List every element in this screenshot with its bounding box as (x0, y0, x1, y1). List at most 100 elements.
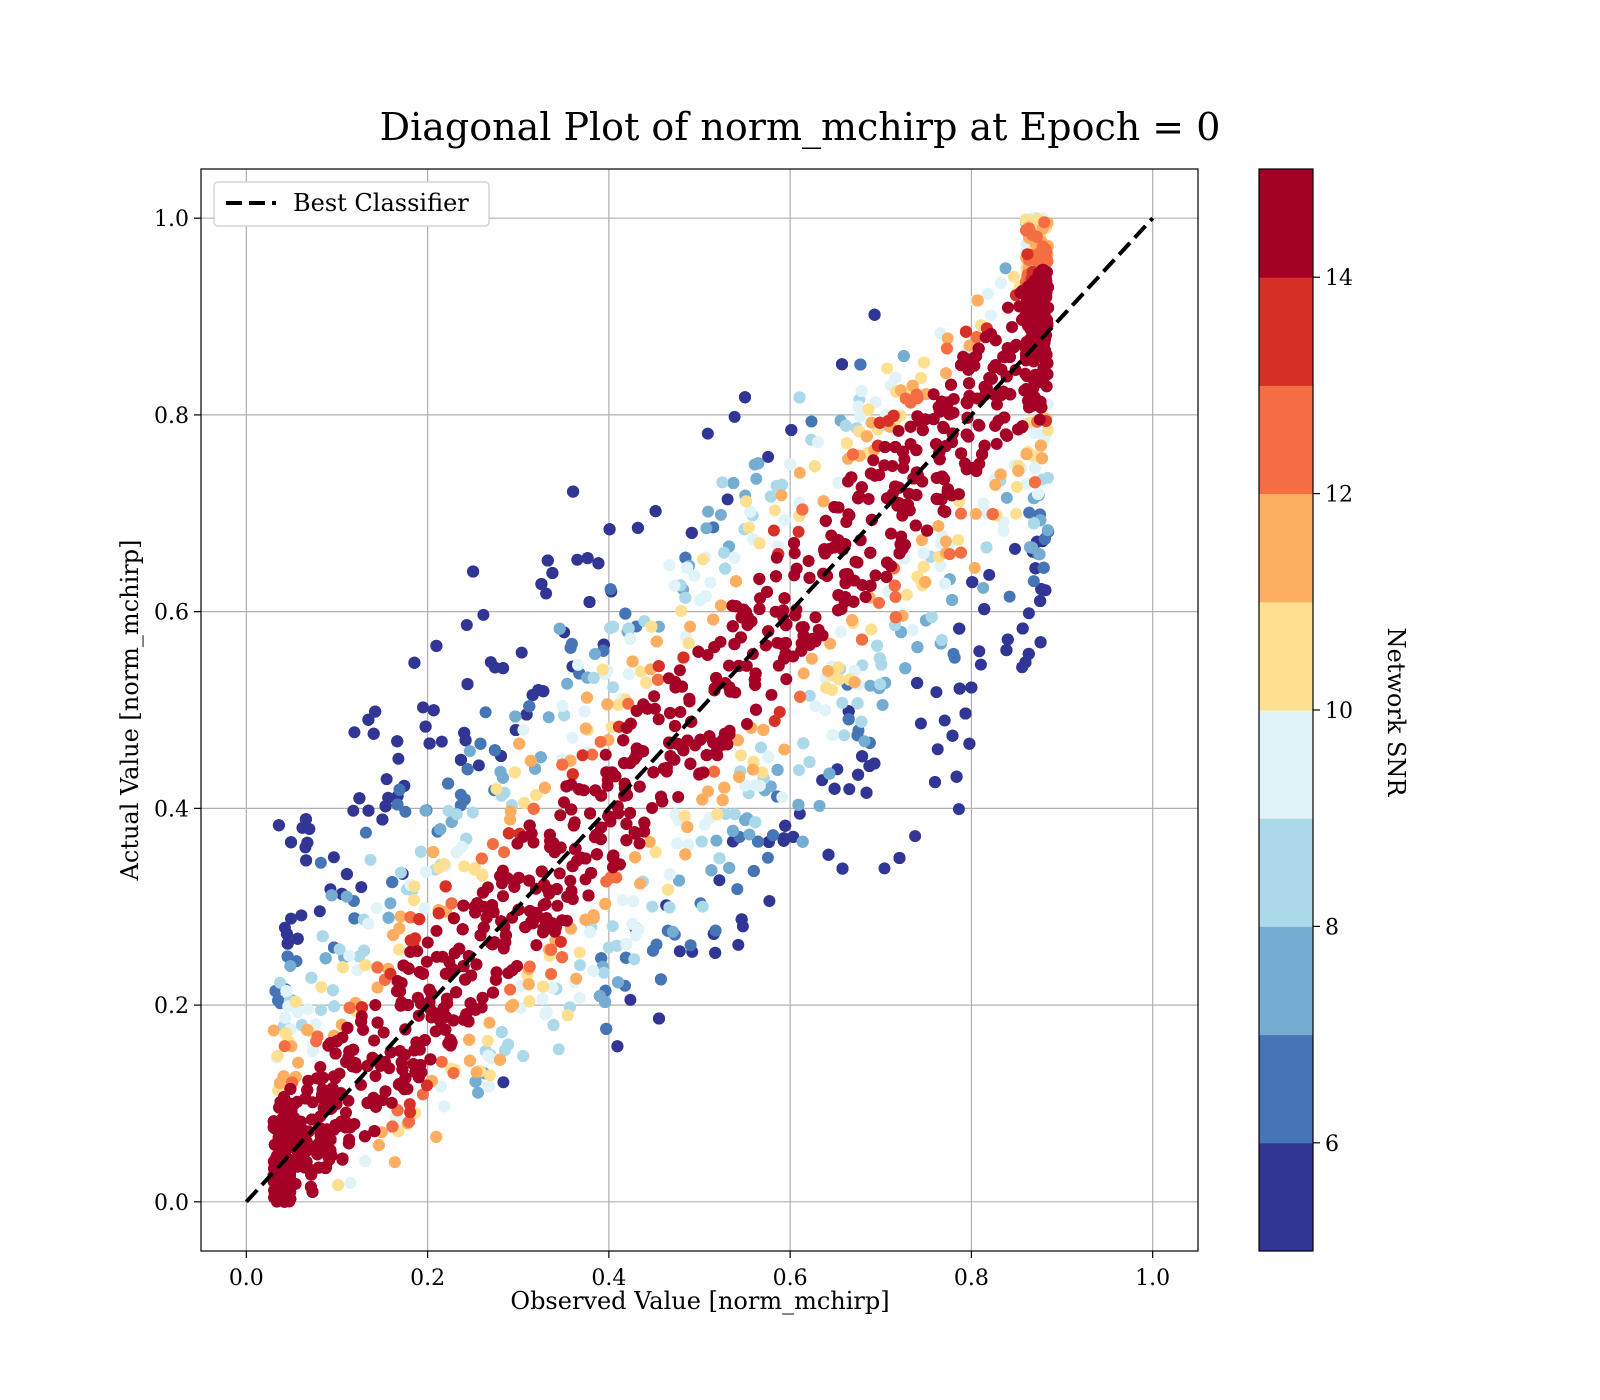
scatter-point (713, 874, 726, 887)
scatter-point (498, 846, 510, 859)
scatter-point (476, 991, 489, 1004)
scatter-point (421, 936, 434, 949)
scatter-point (688, 569, 701, 582)
scatter-point (1000, 644, 1013, 657)
scatter-point (763, 895, 776, 907)
scatter-point (797, 667, 810, 680)
scatter-point (777, 834, 790, 847)
scatter-point (336, 961, 349, 974)
scatter-point (796, 835, 809, 848)
scatter-point (808, 460, 821, 473)
scatter-point (403, 1098, 416, 1111)
scatter-point (663, 901, 676, 914)
scatter-point (778, 514, 791, 526)
scatter-point (599, 897, 612, 910)
scatter-point (490, 783, 503, 795)
scatter-point (856, 633, 868, 646)
scatter-point (573, 783, 586, 796)
scatter-point (587, 909, 600, 922)
scatter-point (469, 1075, 482, 1088)
scatter-point (669, 720, 681, 732)
scatter-point (714, 508, 727, 521)
scatter-point (820, 681, 833, 694)
scatter-point (435, 1055, 448, 1068)
scatter-point (753, 537, 766, 550)
scatter-point (576, 749, 589, 762)
scatter-point (840, 437, 853, 450)
scatter-point (391, 798, 404, 811)
scatter-point (771, 763, 784, 776)
scatter-point (584, 807, 597, 820)
scatter-point (347, 804, 360, 817)
scatter-point (812, 623, 825, 636)
scatter-point (427, 846, 440, 858)
scatter-point (918, 356, 930, 369)
scatter-point (652, 713, 665, 726)
scatter-point (455, 840, 468, 853)
scatter-point (770, 551, 783, 564)
scatter-point (502, 827, 515, 840)
scatter-point (301, 836, 314, 849)
scatter-point (340, 1106, 352, 1119)
scatter-point (981, 287, 994, 300)
scatter-point (788, 547, 801, 560)
scatter-point (319, 952, 332, 965)
scatter-point (277, 1070, 290, 1083)
scatter-point (571, 553, 584, 566)
scatter-point (716, 794, 729, 807)
scatter-point (974, 658, 987, 671)
scatter-point (561, 890, 574, 903)
scatter-point (868, 308, 881, 321)
scatter-point (628, 953, 641, 966)
scatter-point (340, 890, 353, 903)
scatter-point (889, 371, 902, 384)
scatter-point (899, 662, 912, 675)
scatter-point (504, 983, 517, 996)
scatter-point (623, 668, 635, 681)
scatter-point (777, 604, 790, 617)
scatter-point (1034, 636, 1047, 649)
scatter-point (294, 1115, 307, 1128)
scatter-point (794, 690, 807, 703)
scatter-point (935, 634, 948, 646)
scatter-point (767, 829, 779, 842)
scatter-point (846, 614, 859, 627)
scatter-point (900, 588, 913, 601)
scatter-point (997, 524, 1010, 537)
scatter-point (1006, 321, 1018, 333)
scatter-point (856, 750, 869, 763)
scatter-point (537, 685, 550, 698)
scatter-point (583, 925, 596, 938)
scatter-point (348, 726, 361, 739)
scatter-point (1026, 372, 1039, 385)
scatter-point (743, 521, 755, 534)
scatter-point (367, 727, 380, 740)
scatter-point (430, 639, 443, 652)
scatter-point (652, 660, 665, 673)
scatter-point (780, 673, 793, 686)
scatter-point (701, 427, 714, 440)
scatter-point (403, 1115, 415, 1128)
scatter-point (710, 834, 723, 847)
scatter-point (278, 1040, 291, 1053)
scatter-point (362, 804, 375, 817)
scatter-point (504, 805, 517, 818)
scatter-point (483, 1016, 496, 1029)
scatter-point (595, 821, 608, 834)
scatter-point (705, 864, 718, 877)
scatter-point (442, 777, 455, 790)
scatter-point (733, 770, 746, 783)
scatter-point (395, 1056, 408, 1069)
scatter-point (565, 637, 578, 650)
scatter-point (527, 802, 540, 815)
scatter-point (1036, 452, 1048, 465)
scatter-point (917, 547, 930, 560)
scatter-point (645, 620, 658, 633)
scatter-point (966, 576, 979, 589)
scatter-point (684, 939, 697, 952)
scatter-point (752, 835, 764, 848)
scatter-point (731, 883, 744, 896)
scatter-point (881, 362, 894, 375)
scatter-point (567, 485, 580, 498)
scatter-point (393, 922, 406, 935)
